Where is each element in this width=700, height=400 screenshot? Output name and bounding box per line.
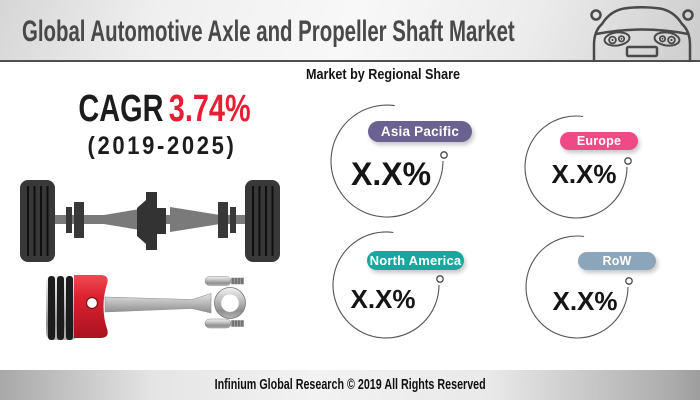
rod-bolt-bottom-thread (231, 320, 244, 327)
region-row: RoW X.X% (507, 217, 657, 357)
car-license-plate (625, 45, 659, 58)
piston-pin-hole (85, 296, 99, 310)
axle-differential-wing (137, 200, 146, 244)
rod-bolt-bottom (204, 318, 232, 329)
footer: Infinium Global Research © 2019 All Righ… (0, 370, 700, 400)
axle-collar-left (66, 202, 84, 238)
cagr-block: CAGR 3.74% (2019-2025) (52, 88, 272, 161)
header: Global Automotive Axle and Propeller Sha… (0, 0, 700, 62)
region-asia-pacific: Asia Pacific X.X% (317, 91, 472, 231)
rod-bolt-top-thread (231, 277, 244, 285)
arc-end-ring (440, 151, 448, 159)
region-badge: Europe (560, 132, 638, 150)
connecting-rod (104, 293, 212, 314)
region-share-value: X.X% (350, 284, 416, 314)
section-subtitle: Market by Regional Share (305, 66, 461, 83)
rod-bolt-top (204, 276, 232, 286)
page-title: Global Automotive Axle and Propeller Sha… (22, 15, 515, 48)
piston-rings (48, 276, 73, 340)
car-headlight-left (603, 31, 631, 47)
arc-end-ring (624, 157, 632, 165)
cagr-period: (2019-2025) (87, 132, 237, 160)
axle-differential-hub (157, 208, 166, 234)
cagr-value: 3.74% (168, 88, 251, 130)
axle-illustration (20, 180, 280, 262)
axle-wheel-right-treads (252, 186, 274, 256)
region-circle-arc (525, 235, 633, 339)
region-share-value: X.X% (551, 159, 617, 189)
car-hood-line (594, 28, 690, 36)
piston-illustration (46, 275, 246, 340)
car-front-icon (590, 6, 694, 62)
car-mirror-left (590, 9, 602, 21)
axle-taper-right (170, 207, 220, 232)
car-mirror-right (682, 9, 694, 21)
region-circle-arc (330, 104, 448, 218)
arc-end-ring (625, 277, 633, 285)
region-badge: RoW (578, 252, 656, 270)
region-north-america: North America X.X% (316, 215, 466, 355)
region-europe: Europe X.X% (506, 97, 656, 237)
region-share-value: X.X% (552, 286, 618, 316)
region-share-value: X.X% (350, 156, 432, 192)
car-body-outline (592, 6, 692, 62)
axle-wheel-left-treads (27, 186, 49, 256)
axle-wheel-right (245, 180, 280, 262)
region-circle-arc (524, 115, 632, 219)
footer-text: Infinium Global Research © 2019 All Righ… (214, 377, 486, 393)
region-circle-arc (332, 231, 444, 339)
cagr-label: CAGR (78, 88, 164, 130)
rod-big-end-bore (220, 293, 240, 313)
region-badge: North America (367, 251, 464, 270)
axle-collar-right (218, 202, 236, 238)
axle-differential-bar (146, 192, 157, 250)
axle-wheel-left (20, 180, 55, 262)
car-headlight-right (653, 31, 681, 47)
arc-end-ring (436, 275, 444, 283)
cagr-line: CAGR 3.74% (78, 88, 250, 131)
region-badge: Asia Pacific (368, 121, 472, 142)
